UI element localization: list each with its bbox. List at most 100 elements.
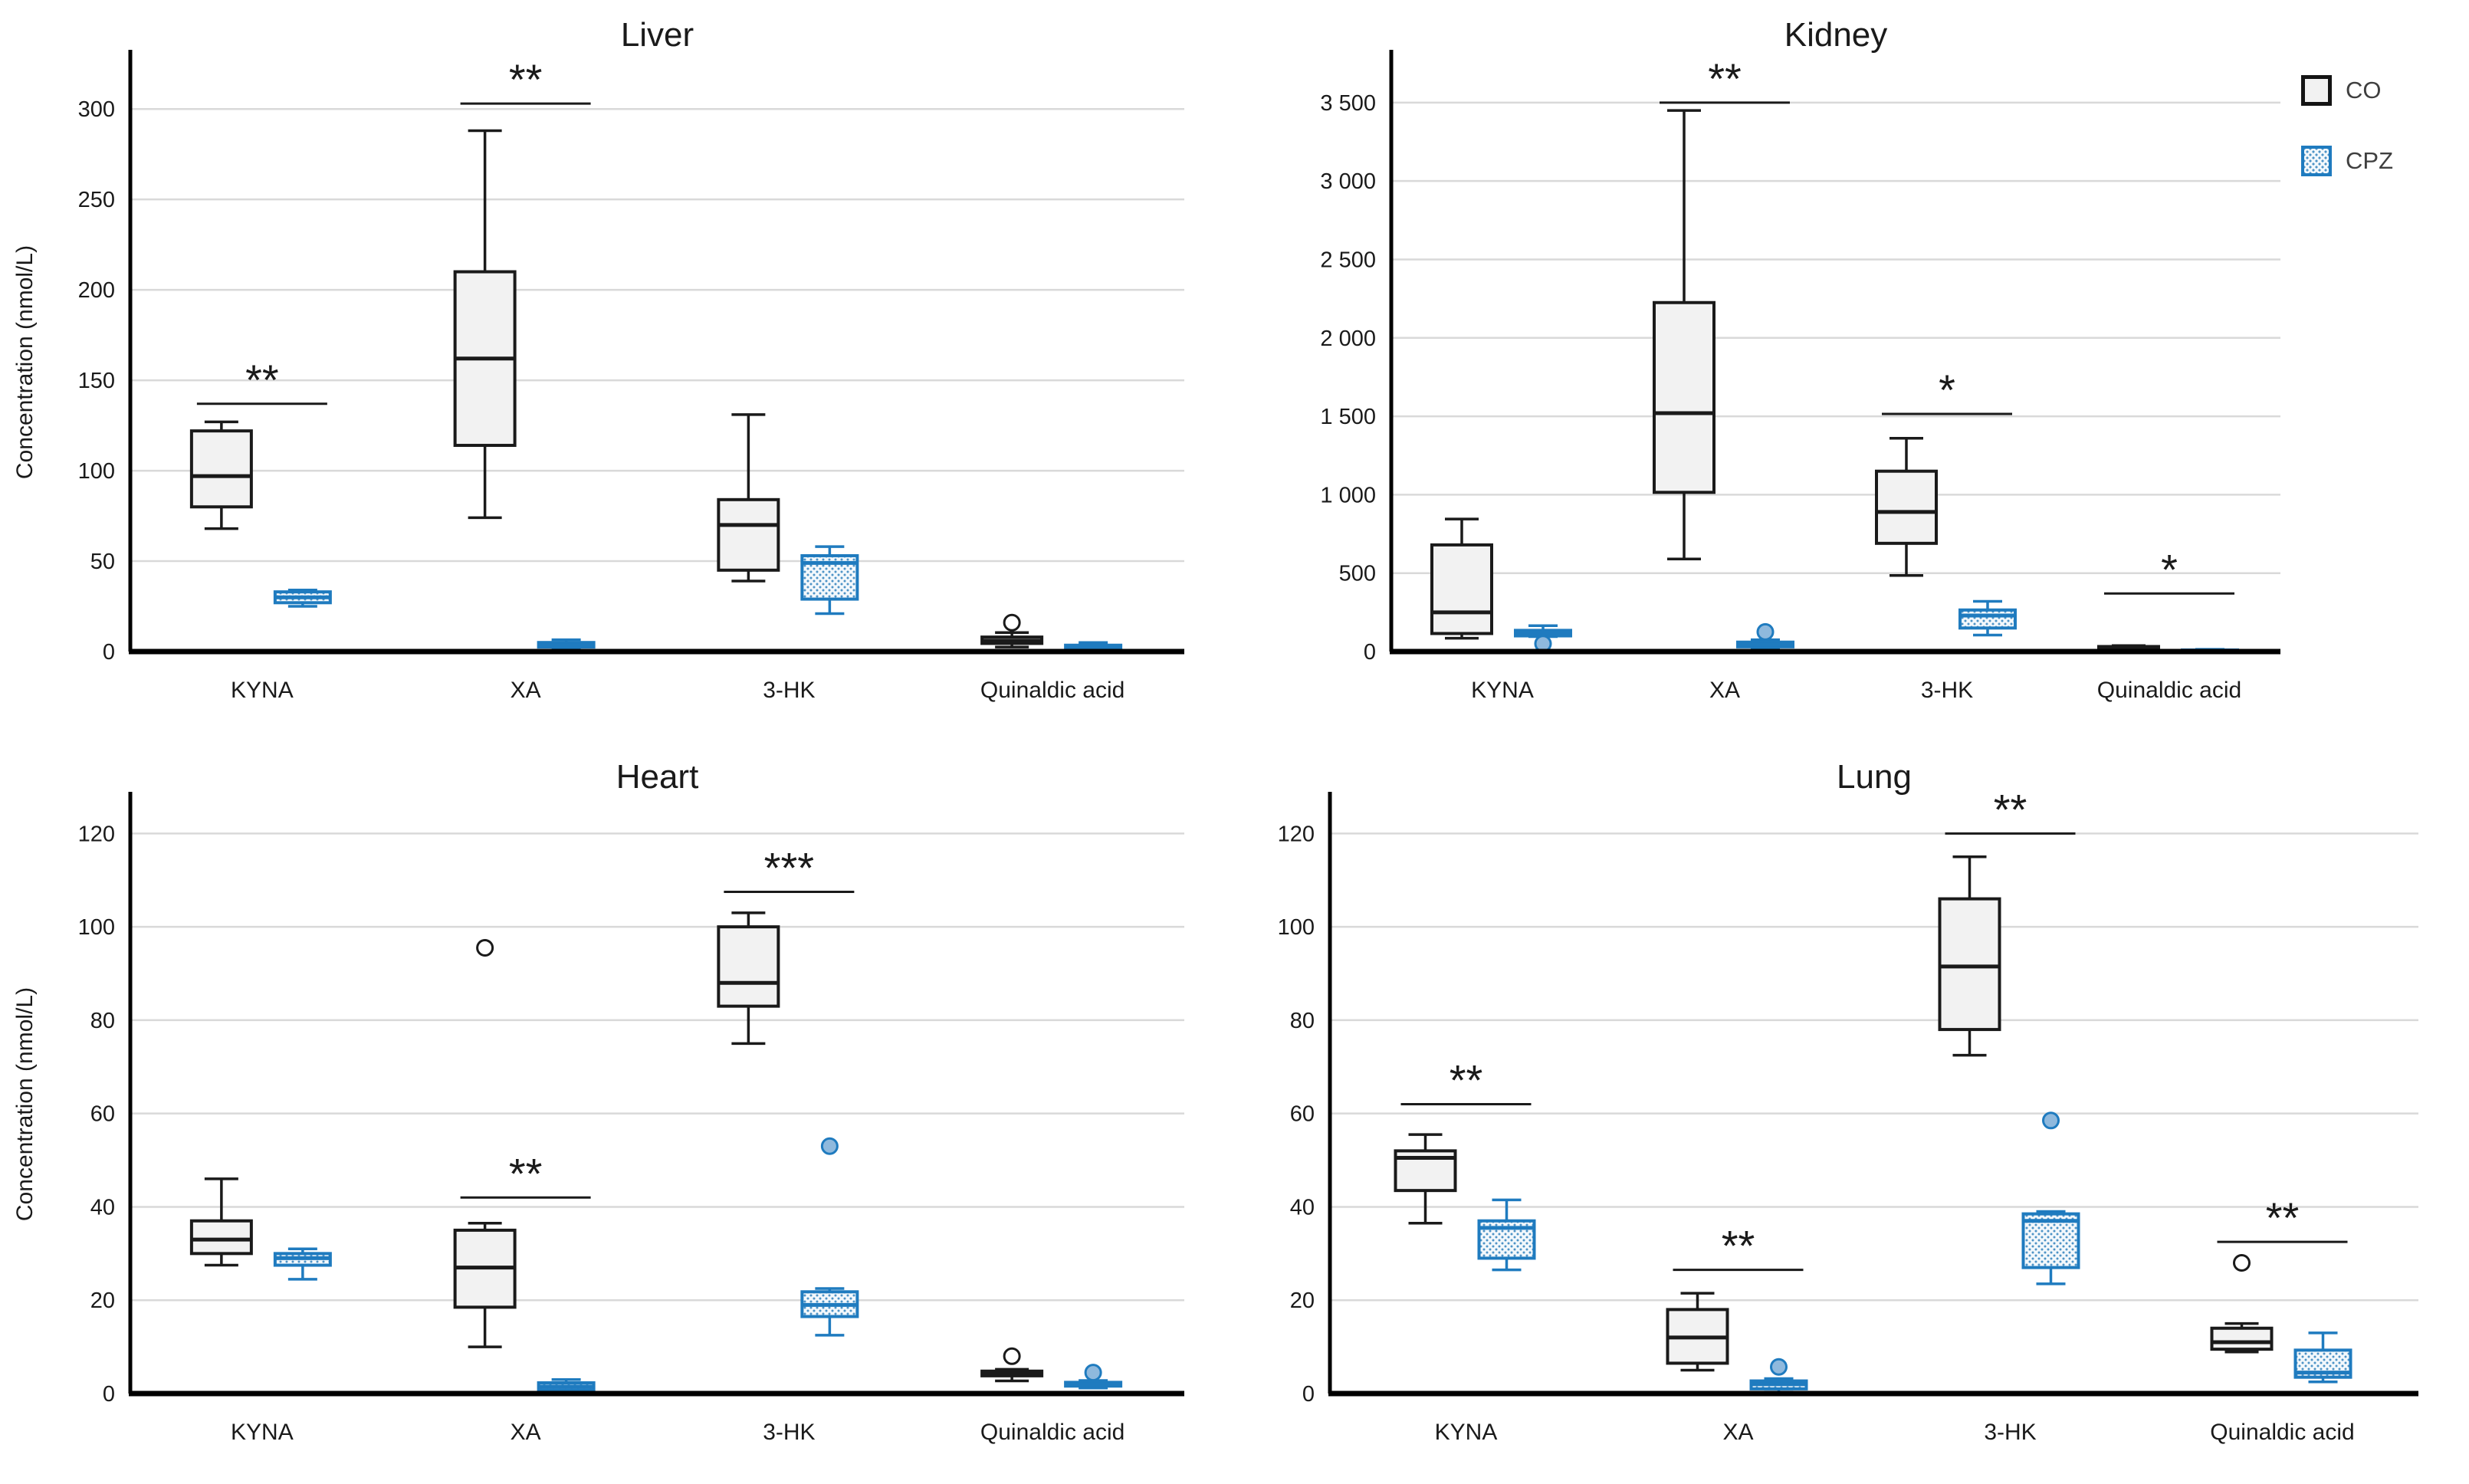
outlier-point	[2233, 1254, 2251, 1272]
chart-svg-kidney: 0 500 1 000 1 500 2 000 2 500 3 000 3 500 Kidney…	[1320, 16, 2280, 703]
box-CPZ-KYNA	[273, 1247, 332, 1281]
box-CO-Quinaldic acid	[980, 613, 1044, 648]
box-CPZ-KYNA	[1477, 1198, 1536, 1272]
y-tick-label: 1 000	[1320, 483, 1376, 507]
y-tick-label: 60	[1290, 1102, 1315, 1127]
category-label: Quinaldic acid	[2097, 678, 2241, 703]
outlier-point	[1003, 1347, 1021, 1365]
y-axis-title: Concentration (nmol/L)	[12, 987, 38, 1221]
box-CO-KYNA	[189, 1177, 253, 1267]
y-tick-label: 100	[1278, 915, 1315, 940]
panel-heart: 0 20 40 60 80 100 120 Heart Concentration (nmol/…	[0, 742, 1234, 1484]
category-label: KYNA	[1435, 1420, 1498, 1445]
y-tick-label: 80	[1290, 1009, 1315, 1033]
sig-asterisks: **	[509, 55, 543, 103]
box-rect	[1430, 543, 1493, 635]
category-label: XA	[1722, 1420, 1753, 1445]
sig-asterisks: **	[1708, 54, 1742, 103]
box-CPZ-XA	[1749, 1358, 1808, 1394]
box-rect	[2021, 1212, 2080, 1269]
y-axis-title: Concentration (nmol/L)	[12, 245, 38, 479]
category-label: 3-HK	[763, 678, 815, 703]
category-label: Quinaldic acid	[980, 1420, 1125, 1445]
category-label: XA	[511, 1420, 541, 1445]
box-rect	[2210, 1326, 2274, 1351]
box-CPZ-3-HK	[2021, 1111, 2080, 1285]
y-tick-label: 20	[90, 1289, 115, 1313]
box-CPZ-3-HK	[800, 545, 859, 616]
sig-asterisks: **	[509, 1149, 543, 1197]
panel-title: Lung	[1837, 758, 1912, 796]
category-label: Quinaldic acid	[980, 678, 1125, 703]
panel-title: Kidney	[1784, 16, 1888, 54]
outlier-point	[1770, 1358, 1788, 1376]
box-CO-3-HK	[717, 911, 780, 1046]
box-CO-Quinaldic acid	[980, 1347, 1044, 1383]
box-rect	[189, 1219, 253, 1256]
box-CPZ-3-HK	[800, 1137, 859, 1337]
y-tick-label: 1 500	[1320, 405, 1376, 429]
cpz-swatch-icon	[2301, 146, 2332, 176]
outlier-point	[1756, 622, 1775, 641]
box-CO-XA	[453, 129, 517, 520]
y-tick-label: 300	[78, 97, 115, 122]
sig-asterisks: *	[1939, 366, 1955, 414]
sig-asterisks: **	[1994, 785, 2027, 833]
box-rect	[717, 925, 780, 1008]
box-CPZ-KYNA	[1514, 624, 1572, 653]
y-tick-label: 0	[1302, 1382, 1315, 1407]
box-rect	[189, 429, 253, 509]
category-label: KYNA	[231, 1420, 294, 1445]
y-tick-label: 2 500	[1320, 248, 1376, 272]
y-tick-label: 0	[1364, 640, 1376, 665]
panel-kidney: 0 500 1 000 1 500 2 000 2 500 3 000 3 500 Kidney…	[1234, 0, 2468, 742]
y-tick-label: 40	[1290, 1195, 1315, 1220]
category-label: 3-HK	[1921, 678, 1973, 703]
chart-svg-liver: 0 50 100 150 200 250 300 Liver Concentration (nm…	[12, 16, 1184, 703]
outlier-point	[2042, 1111, 2060, 1130]
category-label: XA	[1709, 678, 1740, 703]
y-tick-label: 20	[1290, 1289, 1315, 1313]
panel-title: Liver	[621, 16, 694, 54]
panel-lung: 0 20 40 60 80 100 120 Lung KYNA XA 3-HK Quinaldic a…	[1234, 742, 2468, 1484]
y-tick-label: 2 000	[1320, 327, 1376, 351]
box-rect	[1958, 608, 2017, 630]
y-tick-label: 120	[78, 822, 115, 846]
chart-svg-lung: 0 20 40 60 80 100 120 Lung KYNA XA 3-HK Quinaldic a…	[1278, 758, 2418, 1445]
box-CPZ-KYNA	[273, 589, 332, 608]
category-label: Quinaldic acid	[2210, 1420, 2354, 1445]
category-label: XA	[511, 678, 541, 703]
y-tick-label: 60	[90, 1102, 115, 1127]
category-label: 3-HK	[1984, 1420, 2036, 1445]
legend-label-co: CO	[2346, 77, 2382, 103]
panel-liver: 0 50 100 150 200 250 300 Liver Concentration (nm…	[0, 0, 1234, 742]
legend-item-co: CO	[2301, 75, 2393, 106]
sig-asterisks: *	[2161, 545, 2178, 593]
box-CO-3-HK	[1938, 855, 2001, 1057]
box-CO-KYNA	[1394, 1133, 1457, 1225]
legend-item-cpz: CPZ	[2301, 146, 2393, 176]
y-tick-label: 150	[78, 369, 115, 393]
box-CPZ-Quinaldic acid	[2293, 1331, 2352, 1384]
category-label: 3-HK	[763, 1420, 815, 1445]
y-tick-label: 200	[78, 278, 115, 303]
box-CPZ-Quinaldic acid	[1064, 1364, 1123, 1390]
box-CPZ-XA	[537, 1377, 596, 1394]
box-rect	[717, 497, 780, 572]
outlier-point	[476, 939, 494, 957]
category-label: KYNA	[1471, 678, 1534, 703]
y-tick-label: 50	[90, 550, 115, 574]
outlier-point	[1003, 613, 1021, 632]
y-tick-label: 3 500	[1320, 91, 1376, 116]
box-CO-XA	[453, 939, 517, 1348]
chart-svg-heart: 0 20 40 60 80 100 120 Heart Concentration (nmol/…	[12, 758, 1184, 1445]
y-tick-label: 500	[1339, 562, 1376, 586]
sig-asterisks: **	[1450, 1056, 1483, 1105]
box-CPZ-XA	[537, 638, 596, 651]
box-rect	[1938, 897, 2001, 1032]
y-tick-label: 120	[1278, 822, 1315, 846]
box-CO-3-HK	[1875, 436, 1938, 577]
outlier-point	[1084, 1364, 1102, 1382]
box-CPZ-3-HK	[1958, 599, 2017, 637]
box-rect	[1875, 469, 1938, 545]
